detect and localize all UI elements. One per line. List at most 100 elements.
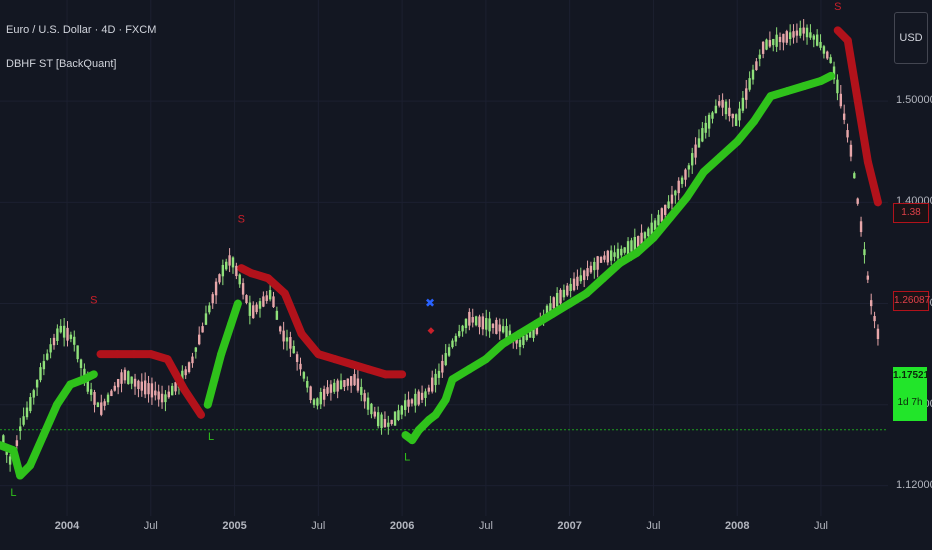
candle-body — [606, 250, 610, 263]
candle-body — [89, 389, 93, 395]
candle-body — [623, 247, 626, 253]
candle-body — [660, 208, 664, 222]
candle-body — [191, 356, 194, 364]
candle-body — [201, 326, 204, 333]
candle-body — [488, 318, 491, 332]
candle-body — [154, 390, 157, 396]
candle-body — [532, 324, 535, 339]
x-tick-label: 2004 — [54, 520, 80, 532]
candle-body — [66, 327, 69, 341]
candle-body — [491, 323, 495, 328]
candle-body — [73, 336, 76, 345]
candle-body — [782, 33, 785, 43]
candle-body — [15, 440, 19, 446]
candle-body — [461, 325, 464, 332]
candle-body — [262, 296, 265, 307]
candle-body — [272, 296, 275, 308]
candle-body — [768, 40, 772, 47]
candle-body — [22, 416, 25, 425]
candle-body — [559, 289, 562, 304]
band-segment-up — [666, 193, 691, 222]
candle-body — [839, 93, 843, 107]
candle-body — [410, 399, 414, 404]
candle-body — [29, 397, 32, 412]
candle-body — [35, 379, 39, 388]
candle-body — [346, 378, 349, 386]
candle-body — [137, 380, 140, 390]
candle-body — [579, 275, 582, 282]
candle-body — [299, 363, 302, 370]
band-segment-up — [749, 92, 775, 126]
candle-body — [498, 324, 501, 332]
candle-body — [393, 411, 397, 426]
candle-body — [316, 398, 319, 406]
candle-body — [785, 31, 788, 43]
candle-body — [336, 380, 339, 392]
candle-body — [528, 330, 532, 338]
candle-body — [218, 274, 221, 283]
candle-body — [485, 318, 488, 330]
last-close-tag: 1.26087 — [893, 291, 930, 311]
candle-body — [555, 292, 559, 307]
x-tick-label: Jul — [813, 520, 828, 532]
candle-body — [25, 407, 29, 418]
candle-body — [69, 334, 73, 339]
candle-body — [373, 411, 377, 417]
candle-body — [876, 328, 880, 340]
band-segment-down — [163, 355, 189, 394]
candle-body — [302, 372, 306, 379]
candle-body — [204, 313, 208, 325]
candle-body — [194, 347, 198, 352]
candle-body — [103, 401, 106, 406]
candle-body — [349, 376, 353, 386]
candle-body — [653, 220, 657, 230]
candle-body — [127, 371, 130, 385]
currency-button[interactable]: USD — [894, 12, 928, 64]
candle-body — [495, 319, 498, 334]
candle-body — [778, 36, 782, 43]
candle-body — [123, 369, 127, 381]
candle-body — [444, 353, 447, 366]
candle-body — [765, 39, 768, 50]
candle-body — [79, 359, 83, 368]
candle-body — [458, 331, 461, 337]
candle-body — [167, 391, 171, 398]
countdown-tag: 1d 7h — [893, 385, 927, 421]
x-tick-label: Jul — [646, 520, 661, 532]
candle-body — [407, 399, 410, 407]
price-chart[interactable]: L S L S L S ✖ ◆ — [0, 0, 888, 516]
candle-body — [755, 61, 758, 71]
candle-body — [292, 346, 295, 354]
candle-body — [187, 362, 191, 373]
candle-body — [39, 367, 42, 381]
candle-body — [815, 34, 819, 46]
candle-body — [626, 241, 630, 255]
indicator-label[interactable]: DBHF ST [BackQuant] — [6, 58, 117, 70]
candle-body — [718, 101, 721, 106]
candle-body — [468, 311, 471, 326]
candle-body — [741, 97, 745, 111]
candle-body — [370, 403, 373, 415]
candle-body — [174, 382, 177, 392]
candle-body — [52, 337, 56, 346]
candle-body — [113, 385, 116, 391]
candle-body — [329, 384, 333, 393]
candle-body — [633, 236, 637, 251]
candle-body — [356, 378, 360, 391]
signal-labels: L S L S L S — [10, 1, 841, 499]
candle-body — [157, 391, 160, 400]
candle-body — [751, 69, 755, 80]
short-signal-label: S — [238, 214, 245, 226]
candle-body — [734, 114, 738, 126]
candle-body — [515, 339, 518, 344]
short-signal-label: S — [90, 295, 97, 307]
candle-body — [522, 335, 525, 346]
long-signal-label: L — [208, 431, 214, 443]
candle-body — [211, 294, 214, 304]
candle-body — [836, 79, 839, 94]
candle-body — [431, 377, 434, 392]
candle-body — [572, 278, 576, 291]
candle-body — [505, 326, 508, 339]
candle-body — [289, 337, 292, 349]
candle-body — [427, 387, 431, 392]
